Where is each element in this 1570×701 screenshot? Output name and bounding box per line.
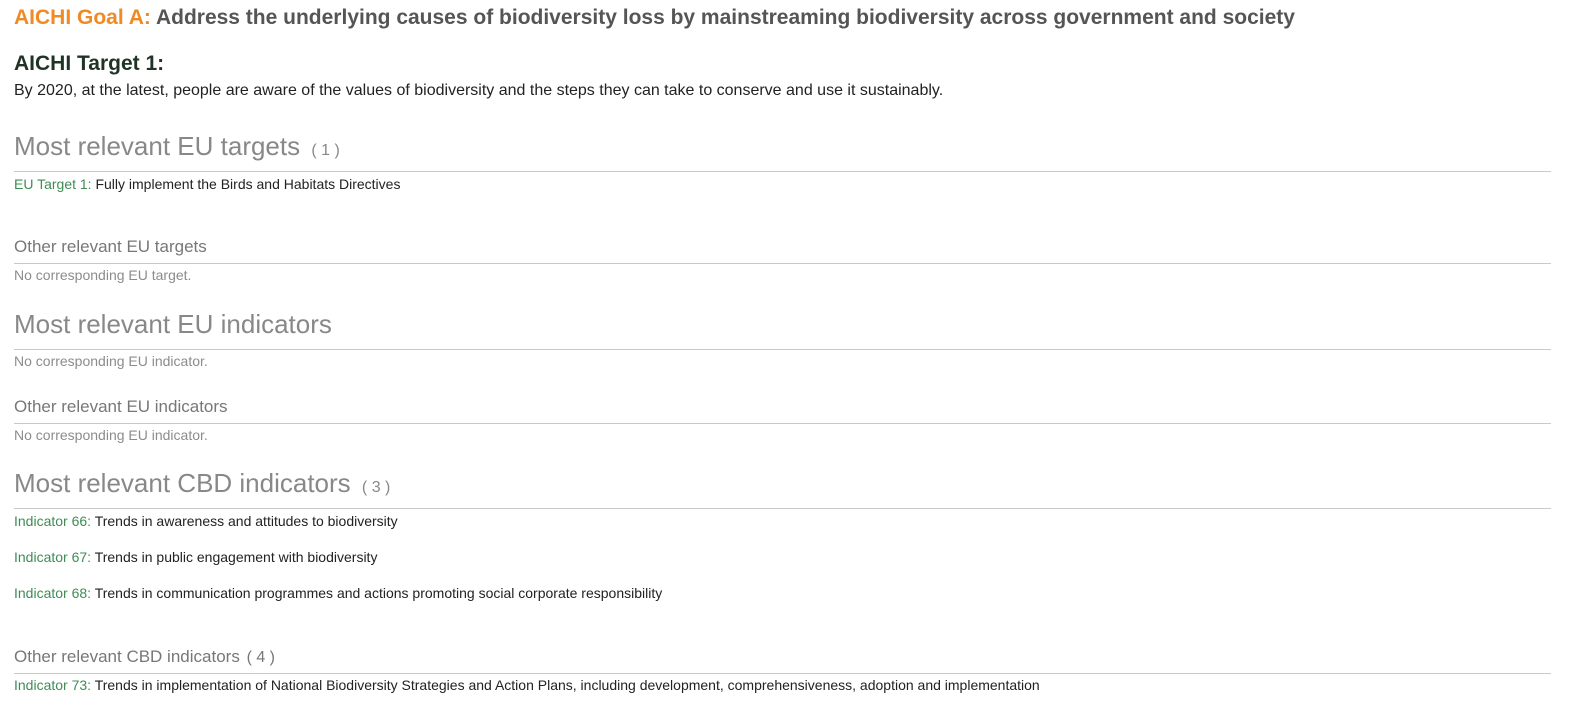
empty-message: No corresponding EU target.: [14, 267, 192, 283]
indicator-link[interactable]: Indicator 67:: [14, 549, 92, 565]
section-divider: [14, 263, 1551, 264]
list-item-text: Trends in implementation of National Bio…: [91, 677, 1040, 693]
list-item-text: Trends in public engagement with biodive…: [91, 549, 378, 565]
section-divider: [14, 171, 1551, 172]
section-divider: [14, 508, 1551, 509]
goal-text: Address the underlying causes of biodive…: [150, 6, 1295, 29]
empty-message: No corresponding EU indicator.: [14, 353, 208, 369]
section-heading-most-eu-targets: Most relevant EU targets ( 1 ): [14, 131, 340, 162]
indicator-link[interactable]: Indicator 66:: [14, 513, 92, 529]
list-item-text: Fully implement the Birds and Habitats D…: [91, 176, 401, 192]
list-item: Indicator 73: Trends in implementation o…: [14, 677, 1040, 693]
target-title: AICHI Target 1:: [14, 52, 165, 75]
list-item: Indicator 68: Trends in communication pr…: [14, 585, 662, 601]
list-item: EU Target 1: Fully implement the Birds a…: [14, 176, 400, 192]
section-heading-most-eu-indicators: Most relevant EU indicators: [14, 309, 332, 340]
section-heading-other-eu-targets: Other relevant EU targets: [14, 237, 207, 256]
section-divider: [14, 349, 1551, 350]
section-count: ( 3 ): [361, 479, 391, 496]
list-item: Indicator 67: Trends in public engagemen…: [14, 549, 377, 565]
section-count: ( 1 ): [311, 142, 340, 159]
section-count: ( 4 ): [246, 649, 276, 666]
section-heading-label: Most relevant EU indicators: [14, 309, 332, 339]
list-item: Indicator 66: Trends in awareness and at…: [14, 513, 398, 529]
section-heading-other-eu-indicators: Other relevant EU indicators: [14, 397, 228, 416]
section-divider: [14, 423, 1551, 424]
empty-message: No corresponding EU indicator.: [14, 427, 208, 443]
indicator-link[interactable]: Indicator 73:: [14, 677, 92, 693]
section-divider: [14, 673, 1551, 674]
section-heading-label: Most relevant CBD indicators: [14, 468, 351, 498]
list-item-text: Trends in communication programmes and a…: [91, 585, 663, 601]
list-item-text: Trends in awareness and attitudes to bio…: [91, 513, 398, 529]
section-heading-label: Other relevant CBD indicators: [14, 647, 240, 666]
section-heading-other-cbd-indicators: Other relevant CBD indicators ( 4 ): [14, 647, 275, 667]
eu-target-link[interactable]: EU Target 1:: [14, 176, 92, 192]
section-heading-most-cbd-indicators: Most relevant CBD indicators ( 3 ): [14, 468, 390, 499]
section-heading-label: Most relevant EU targets: [14, 131, 301, 161]
goal-prefix: AICHI Goal A:: [14, 6, 151, 29]
goal-heading: AICHI Goal A: Address the underlying cau…: [14, 6, 1295, 30]
indicator-link[interactable]: Indicator 68:: [14, 585, 92, 601]
target-description: By 2020, at the latest, people are aware…: [14, 82, 944, 99]
